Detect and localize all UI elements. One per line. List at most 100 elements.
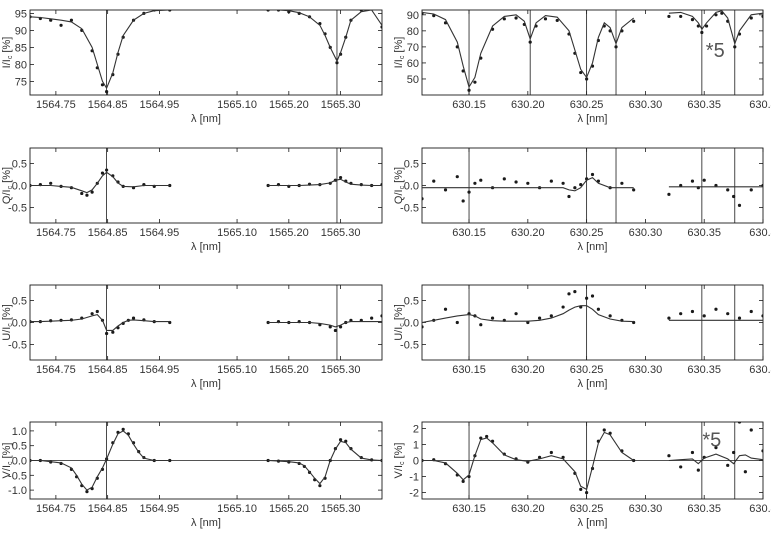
y-tick-label: 75 <box>15 76 27 88</box>
observed-point <box>370 316 374 320</box>
x-tick-label: 1564.85 <box>88 227 128 239</box>
observed-point <box>702 178 706 182</box>
y-tick-label: 90 <box>407 10 419 22</box>
y-tick-label: 0.5 <box>404 158 419 170</box>
fit-curve <box>422 431 763 491</box>
observed-point <box>443 188 448 192</box>
x-tick-label: 630.30 <box>629 503 663 515</box>
observed-point <box>549 450 553 455</box>
observed-point <box>514 312 518 316</box>
panel-U-visible: 630.15 630.20 630.25 630.30 630.35 630.4 -0.5 0… <box>393 284 771 390</box>
observed-point <box>69 18 74 22</box>
y-tick-label: -2 <box>409 488 419 500</box>
observed-point <box>443 307 448 311</box>
y-tick-label: 0.0 <box>12 181 27 193</box>
observed-point <box>90 190 94 194</box>
observed-point <box>561 181 565 185</box>
x-tick-label: 630.20 <box>511 227 545 239</box>
y-tick-label: -0.5 <box>8 470 27 482</box>
y-tick-label: 2 <box>413 423 419 435</box>
observed-point <box>620 181 624 185</box>
observed-point <box>528 40 532 44</box>
x-tick-label: 630.25 <box>570 364 604 376</box>
observed-point <box>461 479 465 483</box>
observed-point <box>700 30 704 35</box>
panel-I-infrared: 1564.75 1564.85 1564.95 1565.10 1565.20 1565.… <box>1 8 383 125</box>
plot-area <box>30 10 382 94</box>
y-tick-label: 0.0 <box>12 318 27 330</box>
observed-point <box>573 290 577 294</box>
observed-point <box>585 77 589 81</box>
y-axis-label: V/Ic [%] <box>393 443 406 479</box>
observed-point <box>543 17 548 21</box>
y-axis-label: Q/Ic [%] <box>1 167 14 204</box>
plot-area <box>422 422 763 495</box>
x-tick-label: 1565.30 <box>321 364 361 376</box>
fit-curve <box>422 10 763 89</box>
plot-area <box>30 168 382 197</box>
y-tick-label: 0.5 <box>12 158 27 170</box>
plot-frame <box>421 147 764 224</box>
observed-point <box>714 307 718 311</box>
x-tick-label: 630.20 <box>511 364 545 376</box>
observed-point <box>338 438 343 442</box>
y-tick-label: 0.5 <box>12 295 27 307</box>
x-tick-label: 630.25 <box>570 227 604 239</box>
fit-curve <box>30 313 382 331</box>
fit-curve <box>30 10 382 90</box>
x-tick-label: 630.30 <box>629 227 663 239</box>
observed-point <box>490 316 495 320</box>
x-tick-label: 630.4 <box>749 227 771 239</box>
observed-point <box>455 320 459 325</box>
scale-annotation: *5 <box>702 430 721 452</box>
y-tick-label: 95 <box>15 8 27 20</box>
observed-point <box>732 450 736 455</box>
observed-point <box>614 45 618 49</box>
x-tick-label: 630.20 <box>511 503 545 515</box>
observed-point <box>432 179 436 183</box>
plot-area <box>422 290 763 329</box>
x-tick-label: 630.35 <box>687 99 721 111</box>
x-axis-label: λ [nm] <box>578 517 608 529</box>
x-tick-label: 630.4 <box>749 364 771 376</box>
observed-point <box>467 190 471 194</box>
observed-point <box>749 16 753 20</box>
x-tick-label: 630.25 <box>570 503 604 515</box>
observed-point <box>455 175 459 179</box>
observed-point <box>737 422 742 424</box>
observed-point <box>608 314 612 318</box>
observed-point <box>338 175 343 180</box>
observed-point <box>667 454 671 458</box>
x-tick-label: 630.35 <box>687 227 721 239</box>
y-axis-label: V/Ic [%] <box>1 443 14 479</box>
y-tick-label: -1 <box>409 472 419 484</box>
observed-point <box>632 19 636 23</box>
y-tick-label: 50 <box>407 74 419 86</box>
observed-point <box>333 328 338 333</box>
observed-point <box>100 83 105 87</box>
observed-point <box>318 484 322 488</box>
observed-point <box>59 23 63 27</box>
x-tick-label: 1564.75 <box>36 364 76 376</box>
observed-point <box>105 331 109 336</box>
observed-point <box>121 427 125 432</box>
x-tick-label: 1565.30 <box>321 503 361 515</box>
observed-point <box>737 203 742 207</box>
x-tick-label: 1564.75 <box>36 99 76 111</box>
observed-point <box>743 470 747 474</box>
observed-point <box>761 449 763 453</box>
observed-point <box>702 314 706 318</box>
y-tick-label: -0.5 <box>8 203 27 215</box>
observed-point <box>579 183 583 187</box>
y-tick-label: 0.5 <box>12 441 27 453</box>
x-tick-label: 1565.10 <box>217 364 257 376</box>
y-tick-label: -0.5 <box>8 340 27 352</box>
x-tick-label: 630.30 <box>629 364 663 376</box>
observed-point <box>526 181 530 185</box>
y-tick-label: 80 <box>15 59 27 71</box>
observed-point <box>549 179 553 183</box>
observed-point <box>473 181 477 185</box>
x-axis-label: λ [nm] <box>578 378 608 390</box>
observed-point <box>690 450 695 455</box>
observed-point <box>461 199 465 203</box>
